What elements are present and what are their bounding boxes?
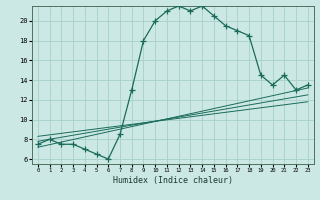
X-axis label: Humidex (Indice chaleur): Humidex (Indice chaleur) (113, 176, 233, 185)
